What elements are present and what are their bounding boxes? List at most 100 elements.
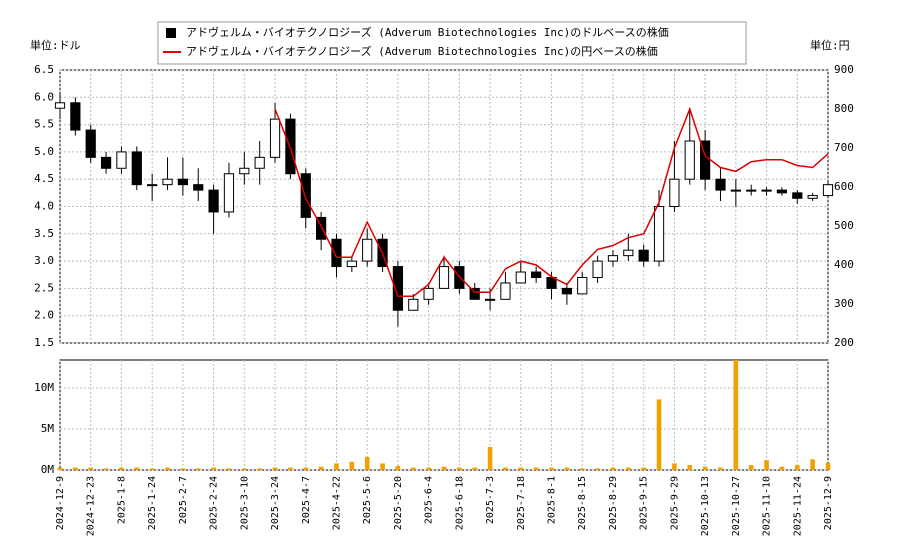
volume-bar (165, 467, 170, 470)
y-tick-label: 3.5 (34, 227, 54, 240)
volume-bar (318, 466, 324, 470)
candle-body (408, 298, 419, 311)
volume-bar (426, 467, 431, 470)
volume-bar (57, 467, 63, 470)
candle-body (500, 282, 511, 300)
candle-body (684, 140, 695, 180)
x-tick-label: 2025-8-29 (608, 476, 619, 530)
candle-body (193, 184, 204, 191)
x-tick-label: 2024-12-9 (55, 476, 66, 530)
legend-marker (166, 28, 176, 38)
x-tick-label: 2025-6-4 (424, 476, 435, 524)
volume-bar (226, 468, 232, 470)
volume-bar (702, 466, 708, 470)
candle-body (469, 287, 480, 300)
candle-body (208, 189, 219, 213)
volume-bar (503, 467, 508, 470)
candle-body (669, 178, 680, 207)
volume-bar (195, 468, 201, 470)
volume-bar (180, 468, 186, 470)
volume-bar (549, 467, 554, 470)
candle-body (761, 189, 772, 192)
candle-body (638, 249, 649, 262)
y2-tick-label: 800 (834, 102, 854, 115)
candle-body (362, 238, 373, 262)
candle-body (147, 184, 158, 187)
candle-body (577, 276, 588, 295)
x-tick-label: 2024-12-23 (86, 476, 97, 536)
x-tick-label: 2025-8-15 (577, 476, 588, 530)
candle-body (776, 189, 788, 194)
x-tick-label: 2025-4-22 (331, 476, 342, 530)
volume-bar (303, 467, 309, 470)
candle-body (116, 151, 127, 169)
x-tick-label: 2025-7-3 (485, 476, 496, 524)
candle-body (100, 156, 112, 169)
volume-bar (380, 463, 385, 470)
x-tick-label: 2025-2-7 (178, 476, 189, 524)
volume-bar (626, 467, 631, 470)
candle-body (70, 102, 81, 131)
volume-bar (272, 467, 278, 470)
candle-body (515, 271, 526, 284)
y-tick-label: 2.0 (34, 309, 54, 322)
y-tick-label: 10M (34, 381, 54, 394)
y-axis-label: 単位:ドル (30, 38, 81, 52)
volume-bar (533, 467, 539, 470)
y2-tick-label: 700 (834, 141, 854, 154)
x-tick-label: 2025-4-7 (301, 476, 312, 524)
x-tick-label: 2025-10-13 (700, 476, 711, 536)
candle-body (438, 266, 450, 289)
volume-bar (487, 447, 493, 470)
candle-body (239, 167, 250, 175)
volume-bar (257, 468, 262, 470)
x-tick-label: 2025-1-8 (116, 476, 127, 524)
candle-body (807, 195, 818, 199)
volume-bar (119, 467, 124, 470)
candle-body (484, 298, 496, 301)
x-tick-label: 2025-5-20 (393, 476, 404, 530)
x-tick-label: 2025-8-1 (547, 476, 558, 524)
volume-bar (610, 467, 616, 470)
legend-label: アドヴェルム・バイオテクノロジーズ (Adverum Biotechnologi… (186, 44, 658, 58)
x-tick-label: 2025-7-18 (516, 476, 527, 530)
volume-bar (794, 465, 800, 470)
candle-body (531, 271, 542, 278)
y2-tick-label: 400 (834, 258, 854, 271)
volume-bar (472, 467, 478, 470)
legend-label: アドヴェルム・バイオテクノロジーズ (Adverum Biotechnologi… (186, 25, 669, 39)
volume-bar (764, 460, 769, 470)
volume-bar (288, 467, 293, 470)
volume-bar (334, 463, 339, 470)
x-tick-label: 2025-11-10 (762, 476, 773, 536)
volume-bar (825, 462, 831, 470)
y-tick-label: 0M (41, 463, 55, 476)
candle-body (162, 178, 173, 186)
candle-body (331, 238, 342, 268)
volume-bar (149, 468, 155, 470)
volume-bar (441, 466, 447, 470)
volume-bar (73, 467, 78, 470)
price-line (274, 106, 829, 297)
volume-bar (672, 463, 677, 470)
y-tick-label: 3.0 (34, 254, 54, 267)
candle-body (423, 287, 434, 300)
y2-tick-label: 900 (834, 63, 854, 76)
volume-bar (395, 465, 401, 470)
candle-body (561, 287, 572, 295)
volume-bar (211, 467, 216, 470)
candle-body (346, 260, 357, 268)
candle-body (730, 189, 741, 192)
y2-tick-label: 300 (834, 297, 854, 310)
volume-frame (59, 359, 829, 471)
volume-bar (748, 465, 754, 470)
candle-body (715, 178, 726, 191)
y2-tick-label: 500 (834, 219, 854, 232)
volume-bar (457, 467, 462, 470)
volume-bar (718, 467, 723, 470)
x-tick-label: 2025-9-29 (669, 476, 680, 530)
candle-body (85, 129, 96, 158)
volume-bar (779, 466, 785, 470)
y-tick-label: 2.5 (34, 281, 54, 294)
x-tick-label: 2025-11-24 (792, 476, 803, 536)
